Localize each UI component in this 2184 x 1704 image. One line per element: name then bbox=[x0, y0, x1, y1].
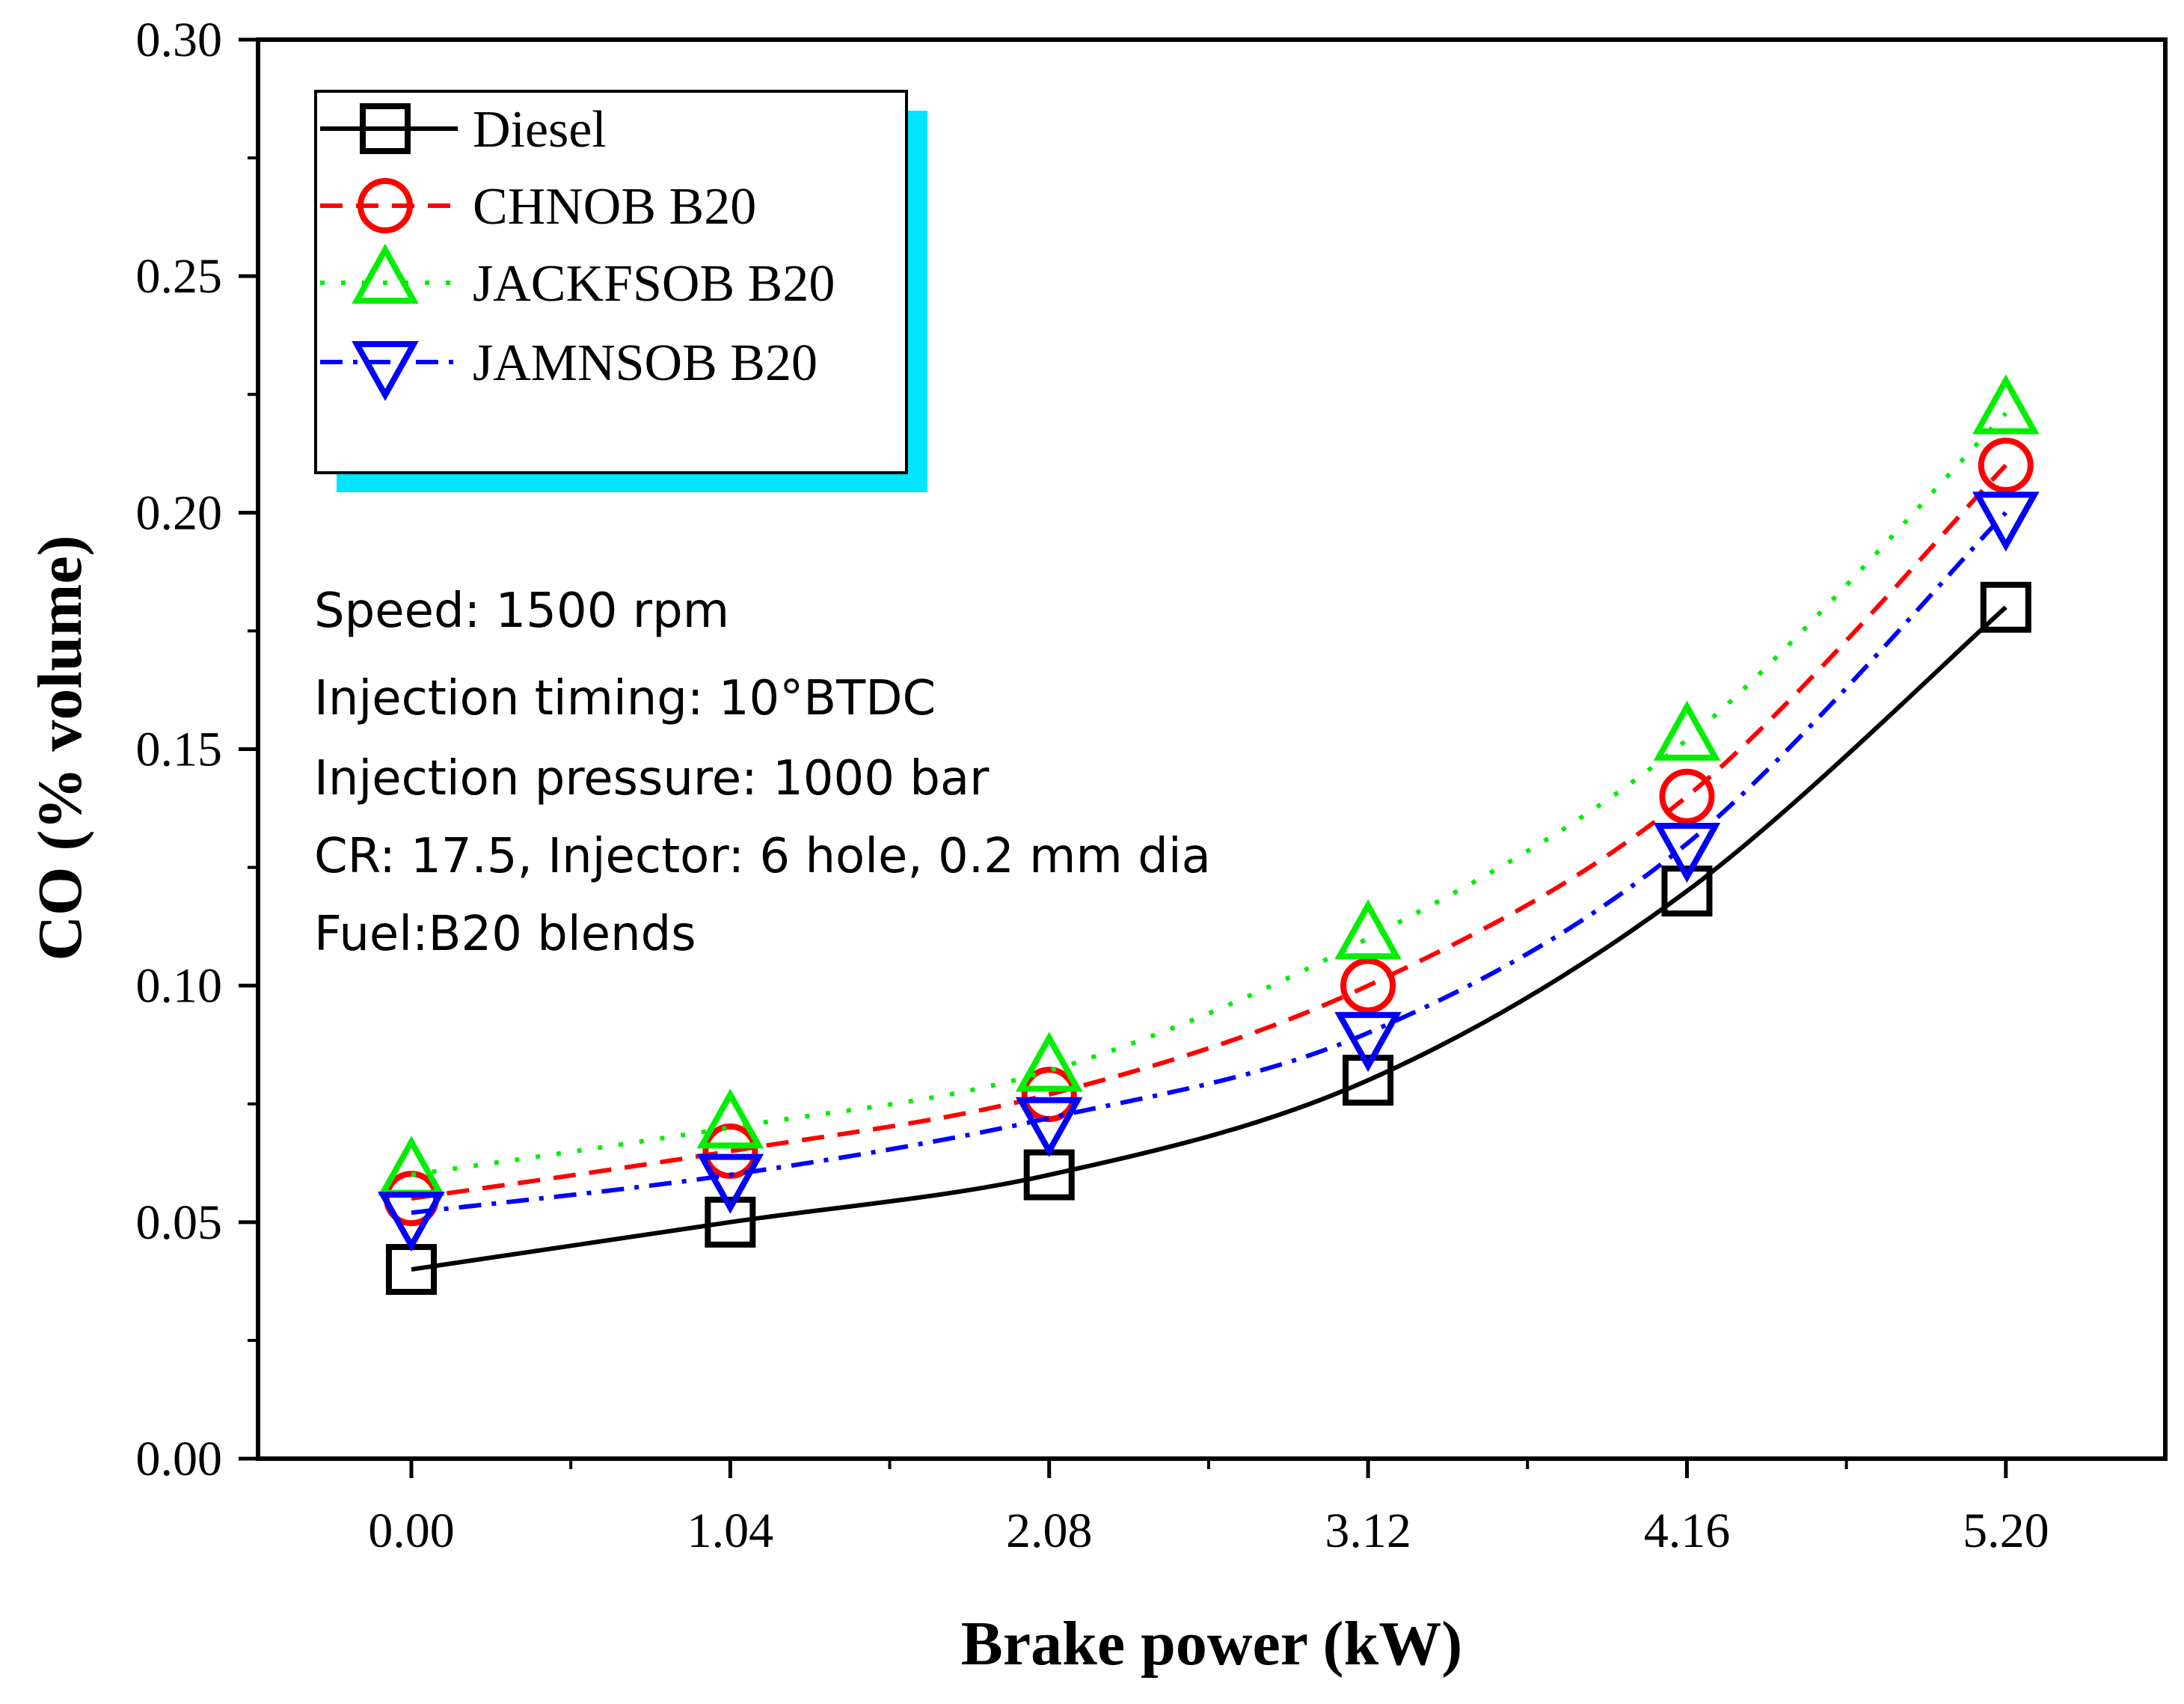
annotation-fuel: Fuel:B20 blends bbox=[314, 907, 696, 962]
data-point bbox=[1972, 491, 2040, 552]
series-jackfsob-b20 bbox=[378, 374, 2040, 1196]
legend-label: CHNOB B20 bbox=[473, 178, 756, 236]
legend-marker bbox=[352, 341, 419, 402]
y-tick-label: 0.00 bbox=[136, 1432, 223, 1486]
y-tick-label: 0.25 bbox=[136, 249, 223, 304]
series-line bbox=[411, 411, 2007, 1177]
data-point bbox=[1015, 1032, 1083, 1092]
legend-entry: JACKFSOB B20 bbox=[320, 243, 835, 313]
data-point bbox=[1980, 581, 2031, 633]
legend-box bbox=[314, 90, 908, 474]
axis-ticks bbox=[239, 37, 2008, 1478]
data-point bbox=[1340, 957, 1396, 1014]
annotation-injection-timing: Injection timing: 10°BTDC bbox=[314, 671, 936, 726]
data-point bbox=[378, 1192, 445, 1252]
annotation-compression-ratio: CR: 17.5, Injector: 6 hole, 0.2 mm dia bbox=[314, 829, 1211, 884]
series-diesel bbox=[385, 581, 2031, 1296]
legend-entry: Diesel bbox=[320, 101, 607, 159]
data-point bbox=[1334, 899, 1402, 960]
legend-marker bbox=[358, 178, 413, 233]
data-point bbox=[1653, 822, 1721, 883]
data-point bbox=[1334, 1011, 1402, 1073]
y-tick-label: 0.05 bbox=[136, 1195, 223, 1250]
legend-marker bbox=[352, 243, 419, 304]
legend-label: JACKFSOB B20 bbox=[473, 255, 835, 313]
data-point bbox=[1015, 1097, 1083, 1157]
legend-entry: CHNOB B20 bbox=[320, 178, 756, 236]
data-point bbox=[1661, 865, 1713, 917]
annotation-speed: Speed: 1500 rpm bbox=[314, 583, 729, 639]
data-point bbox=[1978, 438, 2034, 494]
data-point bbox=[1659, 768, 1715, 824]
condition-annotations: Speed: 1500 rpm Injection timing: 10°BTD… bbox=[314, 583, 1211, 962]
series-line bbox=[411, 605, 2007, 1272]
x-tick-label: 5.20 bbox=[1963, 1504, 2049, 1558]
y-tick-label: 0.30 bbox=[136, 13, 223, 67]
data-point bbox=[1343, 1055, 1394, 1106]
data-point bbox=[696, 1088, 764, 1149]
series-layer bbox=[378, 374, 2040, 1296]
legend-entry: JAMNSOB B20 bbox=[320, 334, 818, 402]
data-point bbox=[1972, 374, 2040, 435]
annotation-injection-pressure: Injection pressure: 1000 bar bbox=[314, 751, 990, 806]
x-tick-label: 0.00 bbox=[368, 1504, 455, 1558]
data-point bbox=[1653, 700, 1721, 761]
legend-label: Diesel bbox=[473, 101, 607, 159]
x-tick-label: 4.16 bbox=[1644, 1504, 1731, 1558]
x-tick-label: 3.12 bbox=[1325, 1504, 1411, 1558]
data-point bbox=[705, 1196, 756, 1248]
y-tick-label: 0.20 bbox=[136, 485, 223, 540]
y-tick-label: 0.15 bbox=[136, 723, 223, 777]
axis-tick-labels: 0.00 0.05 0.10 0.15 0.20 0.25 0.30 0.00 1.04 2.08… bbox=[136, 13, 2049, 1558]
data-point bbox=[1021, 1067, 1077, 1123]
x-tick-label: 2.08 bbox=[1006, 1504, 1093, 1558]
data-point bbox=[696, 1153, 764, 1214]
series-line bbox=[411, 511, 2007, 1216]
x-tick-label: 1.04 bbox=[687, 1504, 774, 1558]
y-tick-label: 0.10 bbox=[136, 959, 223, 1014]
legend-label: JAMNSOB B20 bbox=[473, 334, 818, 392]
y-axis-title: CO (% volume) bbox=[25, 535, 95, 960]
series-jamnsob-b20 bbox=[378, 491, 2040, 1252]
x-axis-title: Brake power (kW) bbox=[961, 1609, 1462, 1679]
legend-marker bbox=[360, 103, 411, 154]
legend: Diesel CHNOB B20 JACKFSOB B20 JAMNSOB B20 bbox=[314, 90, 927, 492]
